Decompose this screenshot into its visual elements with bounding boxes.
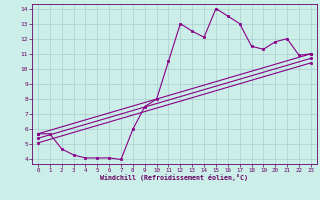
X-axis label: Windchill (Refroidissement éolien,°C): Windchill (Refroidissement éolien,°C) (100, 174, 248, 181)
